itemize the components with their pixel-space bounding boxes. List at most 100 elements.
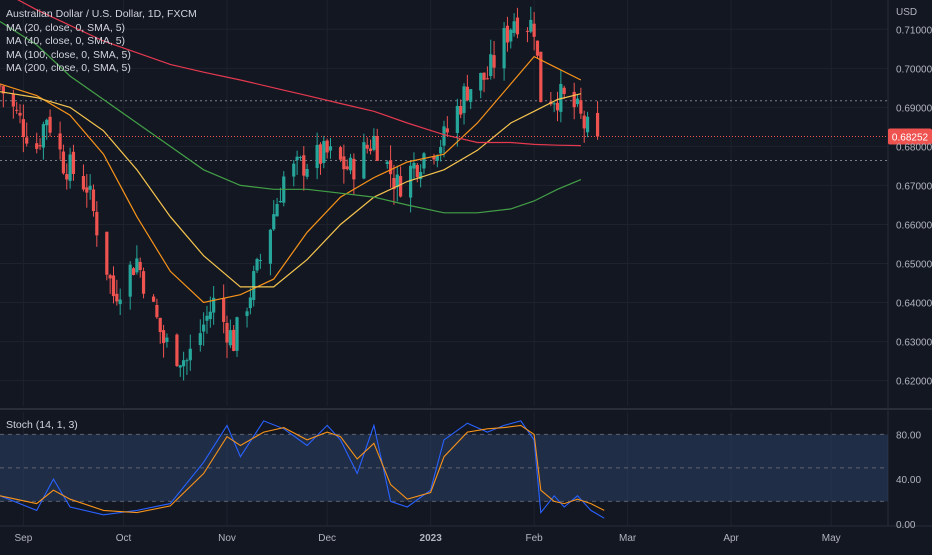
- candle-body: [352, 158, 356, 180]
- candle-body: [572, 91, 576, 108]
- candle-body: [412, 162, 416, 169]
- candle-body: [81, 176, 86, 190]
- candle-body: [105, 231, 109, 275]
- candle-body: [459, 106, 463, 115]
- price-tick-label: 0.69000: [896, 103, 932, 114]
- candle-body: [435, 155, 439, 161]
- candle-body: [41, 124, 45, 148]
- candle-body: [482, 72, 486, 80]
- stoch-tick-label: 0.00: [896, 520, 916, 531]
- candle-body: [525, 30, 530, 32]
- candle-body: [302, 155, 306, 176]
- time-tick-label: Sep: [14, 533, 32, 544]
- candle-body: [502, 28, 506, 69]
- candle-body: [48, 116, 52, 133]
- time-tick-label: Apr: [723, 533, 739, 544]
- candle-body: [552, 103, 556, 105]
- ma-line-3: [17, 0, 581, 147]
- candle-body: [362, 142, 366, 179]
- price-tick-label: 0.65000: [896, 260, 932, 271]
- time-tick-label: Feb: [526, 533, 544, 544]
- candle-body: [295, 156, 299, 161]
- last-price-label: 0.68252: [892, 133, 929, 144]
- candle-body: [582, 115, 586, 129]
- candle-body: [512, 21, 516, 33]
- candle-body: [198, 333, 202, 346]
- candle-body: [0, 85, 2, 87]
- candle-body: [432, 156, 436, 160]
- candle-body: [15, 109, 19, 111]
- candle-body: [368, 148, 373, 152]
- ma-line-1: [0, 91, 582, 288]
- candle-body: [11, 94, 15, 107]
- candle-body: [298, 157, 303, 159]
- time-tick-label: Dec: [318, 533, 336, 544]
- candle-body: [469, 89, 473, 102]
- candle-body: [595, 112, 600, 137]
- candle-body: [275, 204, 279, 217]
- candle-body: [465, 86, 469, 101]
- candle-body: [559, 83, 563, 112]
- candle-body: [58, 133, 62, 150]
- candle-body: [182, 360, 186, 367]
- candle-body: [71, 151, 76, 174]
- candle-body: [529, 19, 533, 32]
- candle-body: [25, 137, 29, 144]
- candle-body: [95, 211, 99, 236]
- legend-ma200[interactable]: MA (200, close, 0, SMA, 5): [6, 62, 131, 74]
- price-tick-label: 0.66000: [896, 220, 932, 231]
- candle-body: [225, 323, 229, 343]
- candle-body: [272, 214, 276, 230]
- candle-body: [375, 135, 379, 161]
- price-tick-label: 0.71000: [896, 25, 932, 36]
- candle-body: [562, 87, 566, 94]
- candle-body: [235, 317, 239, 351]
- time-tick-label: 2023: [420, 533, 443, 544]
- candle-body: [21, 119, 25, 137]
- stoch-tick-label: 80.00: [896, 430, 921, 441]
- candle-body: [118, 299, 122, 305]
- time-tick-label: Nov: [218, 533, 236, 544]
- candle-body: [338, 147, 343, 160]
- time-tick-label: Mar: [619, 533, 637, 544]
- candle-body: [128, 264, 132, 297]
- candle-body: [305, 169, 309, 177]
- ma-line-2: [0, 20, 582, 214]
- candle-body: [108, 275, 112, 279]
- candle-body: [539, 51, 543, 103]
- candle-body: [161, 330, 166, 344]
- stoch-tick-label: 40.00: [896, 475, 921, 486]
- last-price-label-bg: [888, 128, 932, 145]
- chart-title: Australian Dollar / U.S. Dollar, 1D, FXC…: [6, 8, 197, 20]
- legend-ma20[interactable]: MA (20, close, 0, SMA, 5): [6, 21, 126, 34]
- candle-body: [141, 271, 146, 294]
- candle-body: [188, 348, 192, 361]
- price-tick-label: 0.70000: [896, 64, 932, 75]
- candle-body: [422, 153, 426, 169]
- candle-body: [462, 86, 466, 114]
- candle-body: [585, 116, 590, 133]
- candle-body: [442, 126, 446, 146]
- candle-body: [372, 135, 376, 150]
- legend-ma40[interactable]: MA (40, close, 0, SMA, 5): [6, 35, 126, 47]
- candle-body: [245, 311, 249, 316]
- price-tick-label: 0.64000: [896, 299, 932, 310]
- candle-body: [409, 165, 413, 198]
- candle-body: [535, 40, 540, 56]
- price-tick-label: 0.63000: [896, 338, 932, 349]
- price-tick-label: 0.62000: [896, 377, 932, 388]
- candle-body: [208, 311, 212, 320]
- ma-line-0: [0, 55, 582, 304]
- legend-ma100[interactable]: MA (100, close, 0, SMA, 5): [6, 48, 131, 61]
- candle-body: [515, 17, 520, 35]
- candle-body: [85, 187, 89, 193]
- stoch-legend[interactable]: Stoch (14, 1, 3): [6, 419, 78, 431]
- candle-body: [111, 275, 116, 297]
- candle-body: [318, 144, 323, 164]
- candle-body: [492, 55, 496, 68]
- candle-body: [248, 297, 252, 309]
- candle-body: [348, 157, 353, 171]
- candle-body: [45, 119, 49, 126]
- candle-body: [345, 166, 349, 170]
